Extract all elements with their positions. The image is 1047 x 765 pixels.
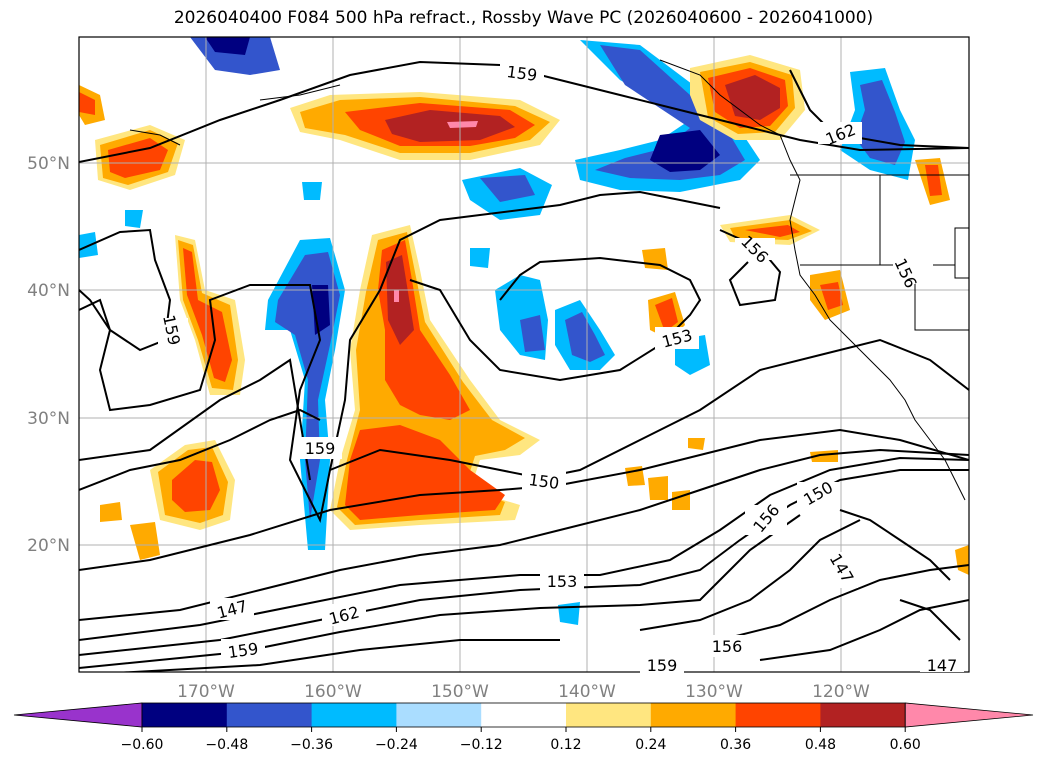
contour-line xyxy=(79,456,969,641)
colorbar: −0.60 −0.48 −0.36 −0.24 −0.12 0.12 0.24 0.36 0.4… xyxy=(13,702,1034,753)
warm-region xyxy=(655,298,678,332)
lon-label-140w: 140°W xyxy=(558,682,616,702)
colorbar-arrow-left xyxy=(13,702,143,728)
map-border xyxy=(78,36,970,673)
warm-region xyxy=(672,490,690,510)
colorbar-segment xyxy=(142,703,228,727)
colorbar-tick-label: −0.24 xyxy=(375,737,418,753)
cool-region xyxy=(480,175,535,202)
colorbar-tick-label: 0.24 xyxy=(635,737,666,753)
warm-region xyxy=(172,460,220,512)
coastline xyxy=(129,59,969,501)
lon-label-160w: 160°W xyxy=(304,682,362,702)
contour-line xyxy=(639,519,861,631)
warm-region xyxy=(820,282,843,310)
colorbar-tick-label: −0.12 xyxy=(460,737,503,753)
contour-line xyxy=(79,469,969,656)
cool-region xyxy=(520,315,545,352)
colorbar-segment xyxy=(820,703,906,727)
navy-region xyxy=(205,37,250,55)
colorbar-tick-label: −0.48 xyxy=(205,737,248,753)
contour-label: 147 xyxy=(927,656,958,675)
contour-label-group: 159 162 156 156 159 153 159 150 150 156 … xyxy=(158,62,964,677)
warm-region xyxy=(925,165,942,196)
lat-label-30n: 30°N xyxy=(27,409,70,429)
cool-region xyxy=(558,602,580,625)
colorbar-segment xyxy=(311,703,397,727)
contour-line xyxy=(79,190,721,524)
lat-label-40n: 40°N xyxy=(27,281,70,301)
lon-label-130w: 130°W xyxy=(685,682,743,702)
colorbar-tick-label: −0.36 xyxy=(290,737,333,753)
colorbar-arrow-right xyxy=(904,702,1034,728)
contour-label: 159 xyxy=(227,639,260,662)
colorbar-tick-label: 0.12 xyxy=(550,737,581,753)
colorbar-segment xyxy=(226,703,313,727)
contour-label: 153 xyxy=(547,572,578,591)
warm-region xyxy=(183,248,232,382)
gridlines xyxy=(79,37,969,672)
colorbar-tick-label: 0.60 xyxy=(890,737,921,753)
contour-line xyxy=(115,639,560,672)
contour-line xyxy=(329,338,969,480)
warm-region xyxy=(447,121,478,128)
warm-region xyxy=(108,138,168,178)
colorbar-segment xyxy=(735,703,821,727)
contour-line xyxy=(899,599,961,641)
warm-region xyxy=(648,476,668,500)
contour-line xyxy=(79,358,311,481)
colorbar-tick-label: −0.60 xyxy=(121,737,164,753)
contour-label: 150 xyxy=(527,470,560,493)
warm-region xyxy=(386,255,414,345)
warm-region xyxy=(955,545,969,575)
contour-line xyxy=(409,256,702,382)
colorbar-segment xyxy=(481,703,567,727)
contour-line xyxy=(79,448,969,621)
contour-line xyxy=(759,599,969,661)
contour-line xyxy=(79,514,801,669)
lon-label-170w: 170°W xyxy=(177,682,235,702)
cool-region xyxy=(650,130,720,172)
contour-line xyxy=(839,509,951,581)
warm-region xyxy=(688,438,705,450)
lon-label-150w: 150°W xyxy=(431,682,489,702)
cool-region xyxy=(470,248,490,268)
colorbar-border xyxy=(141,702,906,728)
cool-region xyxy=(302,182,322,200)
warm-region xyxy=(130,522,160,560)
warm-region xyxy=(745,225,800,237)
warm-region xyxy=(345,425,505,520)
colorbar-segment xyxy=(566,703,652,727)
contour-label: 159 xyxy=(505,62,538,85)
shaded-field xyxy=(79,37,969,625)
contour-label: 156 xyxy=(712,637,743,656)
map-title: 2026040400 F084 500 hPa refract., Rossby… xyxy=(173,8,874,28)
cool-region xyxy=(125,210,143,228)
contour-line xyxy=(719,564,969,641)
colorbar-tick-label: 0.48 xyxy=(805,737,836,753)
colorbar-tick-label: 0.36 xyxy=(720,737,751,753)
warm-region xyxy=(394,290,399,302)
colorbar-segment xyxy=(650,703,737,727)
colorbar-segment xyxy=(396,703,482,727)
contour-label: 159 xyxy=(647,656,678,675)
contour-line xyxy=(79,408,321,491)
lat-label-20n: 20°N xyxy=(27,536,70,556)
contour-label: 159 xyxy=(305,439,336,458)
lon-label-120w: 120°W xyxy=(812,682,870,702)
lat-label-50n: 50°N xyxy=(27,154,70,174)
warm-region xyxy=(100,502,122,522)
warm-region xyxy=(810,450,838,462)
warm-region xyxy=(79,92,95,115)
cool-region xyxy=(565,312,605,362)
